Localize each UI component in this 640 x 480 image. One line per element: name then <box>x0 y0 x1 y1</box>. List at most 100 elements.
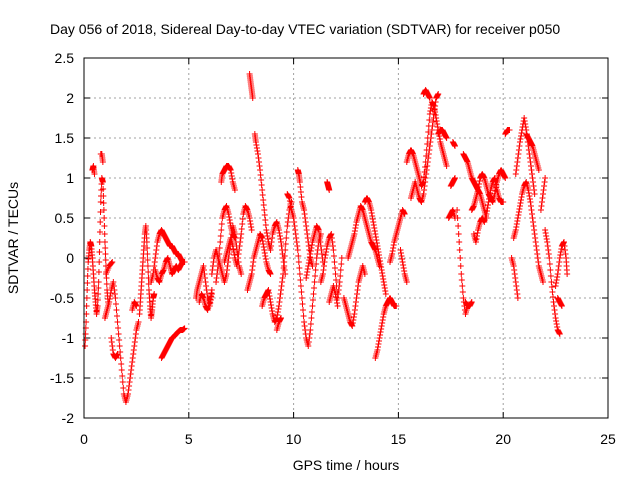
data-point <box>257 172 264 178</box>
data-point <box>543 236 550 242</box>
data-point <box>287 201 294 207</box>
data-point <box>214 267 221 273</box>
data-point <box>152 251 159 257</box>
data-point <box>265 290 272 296</box>
data-point <box>378 323 385 329</box>
data-point <box>238 226 245 232</box>
data-point <box>365 198 372 204</box>
data-point <box>514 159 521 165</box>
data-point <box>390 242 397 248</box>
data-point <box>460 295 467 301</box>
data-point <box>472 239 479 245</box>
data-point <box>291 223 298 229</box>
data-point <box>547 267 554 273</box>
data-point <box>485 202 492 208</box>
data-point <box>372 234 379 240</box>
data-point <box>535 259 542 265</box>
data-point <box>306 335 313 341</box>
data-point <box>526 155 533 161</box>
x-tick-label: 20 <box>495 431 511 447</box>
data-point <box>318 251 325 257</box>
data-point <box>389 251 396 257</box>
data-point <box>336 279 343 285</box>
data-point <box>374 243 381 249</box>
data-point <box>430 115 437 121</box>
data-point <box>274 309 281 315</box>
data-point <box>538 203 545 209</box>
data-point <box>546 255 553 261</box>
data-point <box>306 254 313 260</box>
data-point <box>227 167 234 173</box>
data-point <box>308 309 315 315</box>
data-point <box>518 197 525 203</box>
data-point <box>530 219 537 225</box>
data-point <box>229 243 236 249</box>
data-point <box>312 267 319 273</box>
data-point <box>114 313 121 319</box>
data-point <box>267 270 274 276</box>
data-point <box>552 315 559 321</box>
data-point <box>368 207 375 213</box>
data-point <box>228 170 235 176</box>
data-point <box>534 255 541 261</box>
data-point <box>301 207 308 213</box>
data-point <box>377 329 384 335</box>
data-point <box>307 321 314 327</box>
data-point <box>429 119 436 125</box>
data-point <box>352 225 359 231</box>
grid-layer <box>84 58 608 418</box>
data-point <box>316 231 323 237</box>
data-point <box>101 215 108 221</box>
data-point <box>554 271 561 277</box>
data-point <box>276 233 283 239</box>
data-point <box>261 250 268 256</box>
data-point <box>313 255 320 261</box>
data-point <box>275 303 282 309</box>
data-point <box>282 241 289 247</box>
data-point <box>201 271 208 277</box>
data-point <box>351 311 358 317</box>
data-point <box>334 303 341 309</box>
data-point <box>422 175 429 181</box>
data-point <box>515 212 522 218</box>
data-point <box>217 239 224 245</box>
data-point <box>102 257 109 263</box>
data-point <box>109 347 116 353</box>
data-point <box>553 321 560 327</box>
data-point <box>457 263 464 269</box>
data-point <box>291 219 298 225</box>
data-point <box>323 249 330 255</box>
data-point <box>292 227 299 233</box>
data-point <box>261 207 268 213</box>
data-point <box>458 271 465 277</box>
data-point <box>530 179 537 185</box>
data-point <box>125 391 132 397</box>
y-tick-label: 0.5 <box>55 210 75 226</box>
data-point <box>95 269 102 275</box>
data-point <box>390 245 397 251</box>
data-point <box>561 243 568 249</box>
data-point <box>95 279 102 285</box>
data-point <box>113 307 120 313</box>
chart-title: Day 056 of 2018, Sidereal Day-to-day VTE… <box>50 21 560 37</box>
data-point <box>298 289 305 295</box>
data-point <box>107 290 114 296</box>
data-point <box>269 308 276 314</box>
data-point <box>518 130 525 136</box>
data-point <box>237 235 244 241</box>
data-point <box>537 207 544 213</box>
data-point <box>552 311 559 317</box>
data-point <box>541 179 548 185</box>
data-point <box>256 163 263 169</box>
data-point <box>111 291 118 297</box>
data-point <box>514 291 521 297</box>
data-point <box>268 243 275 249</box>
data-point <box>330 247 337 253</box>
data-point <box>380 276 387 282</box>
data-point <box>544 239 551 245</box>
data-point <box>83 303 90 309</box>
data-point <box>542 175 549 181</box>
data-point <box>451 142 458 148</box>
data-point <box>84 266 91 272</box>
data-point <box>100 207 107 213</box>
